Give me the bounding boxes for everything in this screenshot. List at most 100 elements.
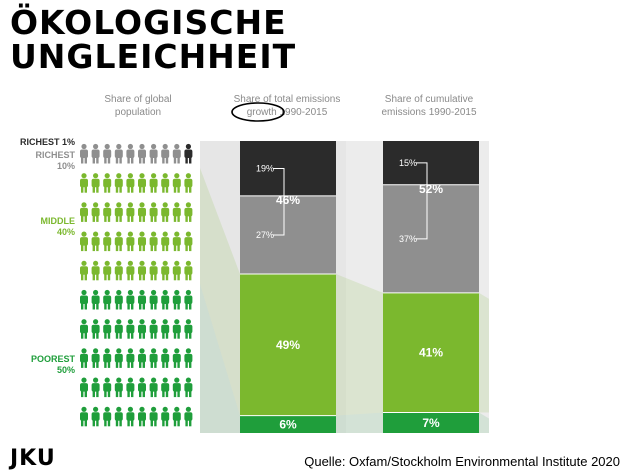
person-icon (103, 260, 112, 281)
person-icon (103, 319, 112, 339)
person-icon (138, 173, 146, 193)
person-icon (184, 143, 193, 164)
person-icon (149, 348, 158, 368)
person-icon (80, 348, 88, 368)
person-icon (80, 173, 88, 193)
bar-1-label-richest10: 37% (399, 234, 417, 244)
person-icon (80, 260, 88, 281)
bar-0-label-richest10-total: 46% (276, 193, 300, 207)
person-icon (80, 406, 88, 427)
person-icon (91, 319, 100, 339)
bar-0-segment-middle (240, 273, 336, 416)
person-icon (103, 406, 112, 427)
person-icon (138, 377, 146, 398)
person-icon (161, 143, 170, 164)
person-icon (91, 377, 100, 398)
person-icon (126, 289, 135, 310)
group-label-1-0: RICHEST (35, 150, 75, 160)
bar-1-label-poorest: 7% (422, 416, 440, 430)
funnel-poorest-mid (336, 412, 383, 433)
person-icon (161, 289, 170, 310)
person-icon (138, 260, 146, 281)
person-icon (172, 231, 181, 252)
funnel-middle-left (200, 168, 240, 416)
person-icon (80, 289, 88, 310)
funnel-middle-mid (336, 273, 383, 416)
person-icon (138, 348, 146, 368)
person-icon (172, 260, 181, 281)
person-icon (138, 406, 146, 427)
person-icon (126, 173, 135, 193)
group-label-1-1: 10% (57, 161, 75, 171)
person-icon (103, 348, 112, 368)
person-icon (172, 406, 181, 427)
person-icon (138, 289, 146, 310)
person-icon (126, 260, 135, 281)
bar-0-label-middle: 49% (276, 338, 300, 352)
person-icon (126, 202, 135, 222)
person-icon (91, 289, 100, 310)
person-icon (80, 231, 88, 252)
header-cumulative-line1: Share of cumulative (385, 94, 474, 105)
person-icon (149, 406, 158, 427)
person-icon (126, 319, 135, 339)
bar-1-bracket (416, 162, 428, 240)
person-icon (126, 143, 135, 164)
bar-1-label-richest: 15% (399, 158, 417, 168)
person-icon (80, 377, 88, 398)
person-icon (80, 319, 88, 339)
person-icon (149, 289, 158, 310)
group-label-0-0: RICHEST 1% (20, 137, 75, 147)
person-icon (91, 406, 100, 427)
jku-logo: JKU (10, 446, 56, 471)
person-icon (172, 202, 181, 222)
person-icon (114, 231, 123, 252)
person-icon (161, 173, 170, 193)
page-title: ÖKOLOGISCHE UNGLEICHHEIT (10, 6, 296, 74)
person-icon (138, 202, 146, 222)
person-icon (184, 377, 193, 398)
person-icon (149, 173, 158, 193)
funnel-middle-right (479, 292, 489, 413)
bar-1-segment-richest (383, 141, 479, 185)
person-icon (172, 289, 181, 310)
person-icon (184, 319, 193, 339)
person-icon (184, 348, 193, 368)
person-icon (149, 260, 158, 281)
person-icon (114, 377, 123, 398)
person-icon (161, 231, 170, 252)
person-icon (184, 173, 193, 193)
person-icon (161, 406, 170, 427)
person-icon (138, 319, 146, 339)
group-label-3-0: POOREST (31, 354, 76, 364)
person-icon (161, 348, 170, 368)
person-icon (80, 143, 88, 164)
bar-0-label-richest10: 27% (256, 230, 274, 240)
bar-1-segment-poorest (383, 412, 479, 433)
person-icon (114, 260, 123, 281)
person-icon (149, 231, 158, 252)
header-growth-line1: Share of total emissions (234, 94, 341, 105)
person-icon (184, 231, 193, 252)
person-icon (103, 377, 112, 398)
person-icon (138, 231, 146, 252)
person-icon (172, 173, 181, 193)
source-citation: Quelle: Oxfam/Stockholm Environmental In… (304, 454, 620, 469)
bar-1-label-richest10-total: 52% (419, 182, 443, 196)
person-icon (103, 289, 112, 310)
person-icon (91, 173, 100, 193)
person-icon (114, 173, 123, 193)
person-icon (91, 202, 100, 222)
header-growth-line2: growth 1990-2015 (247, 107, 328, 118)
person-icon (161, 260, 170, 281)
group-label-2-1: 40% (57, 227, 75, 237)
person-icon (91, 231, 100, 252)
header-cumulative-line2: emissions 1990-2015 (381, 107, 476, 118)
person-icon (114, 319, 123, 339)
group-label-3-1: 50% (57, 365, 75, 375)
person-icon (126, 406, 135, 427)
person-icon (114, 289, 123, 310)
person-icon (172, 348, 181, 368)
title-line-1: ÖKOLOGISCHE (10, 3, 287, 42)
